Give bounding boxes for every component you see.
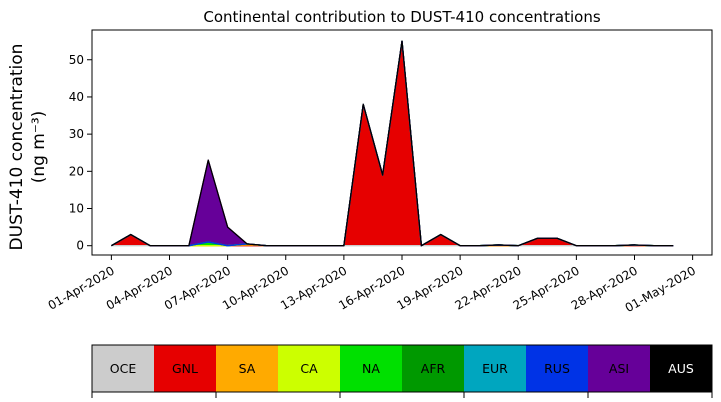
legend-label-gnl: GNL (172, 361, 198, 376)
legend-swatch-gnl (154, 345, 217, 392)
y-tick-label: 0 (76, 239, 84, 253)
legend-swatch-sa (216, 345, 279, 392)
area-gnl (111, 41, 674, 246)
y-tick-label: 40 (69, 90, 84, 104)
legend-label-eur: EUR (482, 361, 508, 376)
y-axis-label-group: DUST-410 concentration (ng m⁻³) (7, 44, 49, 251)
legend-label-aus: AUS (668, 361, 694, 376)
legend-swatch-afr (402, 345, 465, 392)
legend-label-sa: SA (239, 361, 256, 376)
series-lines (111, 40, 674, 247)
legend-swatch-eur (464, 345, 527, 392)
chart-title: Continental contribution to DUST-410 con… (203, 8, 600, 26)
legend-swatch-asi (588, 345, 651, 392)
legend-swatch-na (340, 345, 403, 392)
y-axis-unit: (ng m⁻³) (29, 111, 49, 184)
legend-label-ca: CA (300, 361, 318, 376)
legend-label-afr: AFR (421, 361, 446, 376)
y-tick-label: 20 (69, 164, 84, 178)
legend-swatch-ca (278, 345, 341, 392)
line-aus (111, 40, 674, 247)
legend-frame (91, 344, 713, 393)
legend-swatch-oce (92, 345, 155, 392)
legend-label-rus: RUS (544, 361, 570, 376)
x-axis: 01-Apr-202004-Apr-202007-Apr-202010-Apr-… (46, 255, 698, 315)
legend-label-oce: OCE (110, 361, 137, 376)
legend-label-na: NA (362, 361, 380, 376)
y-tick-label: 10 (69, 202, 84, 216)
legend-swatch-rus (526, 345, 589, 392)
y-tick-label: 50 (69, 53, 84, 67)
y-axis: 0 10 20 30 40 50 (69, 53, 92, 253)
legend-swatch-aus (650, 345, 713, 392)
legend-label-asi: ASI (609, 361, 629, 376)
legend-colorbar: OCE GNL SA CA NA AFR EUR RUS ASI AUS (91, 344, 713, 398)
y-tick-label: 30 (69, 127, 84, 141)
y-axis-label: DUST-410 concentration (7, 44, 27, 251)
stacked-areas (111, 41, 674, 246)
